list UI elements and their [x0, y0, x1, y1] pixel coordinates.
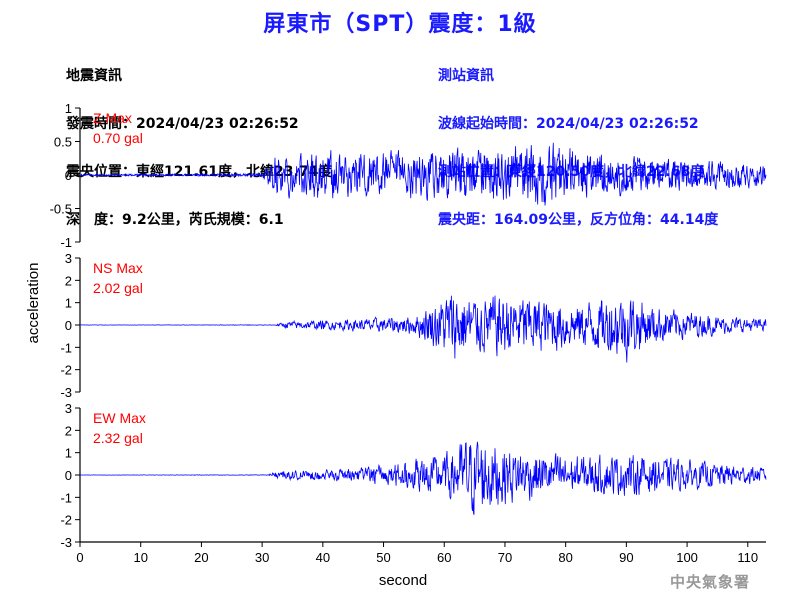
max-value-ns: 2.02 gal — [93, 280, 143, 296]
x-tick-label: 110 — [737, 550, 758, 565]
x-tick-label: 60 — [437, 550, 451, 565]
page-title: 屏東市（SPT）震度：1級 — [263, 12, 537, 37]
max-label-ns: NS Max — [93, 260, 143, 276]
x-tick-label: 80 — [558, 550, 572, 565]
agency-footer: 中央氣象署 — [669, 573, 750, 591]
y-tick-label: -1 — [60, 490, 72, 505]
y-tick-label: 0.5 — [54, 135, 72, 150]
y-tick-label: -1 — [60, 235, 72, 250]
y-tick-label: -2 — [60, 513, 72, 528]
max-value-z: 0.70 gal — [93, 130, 143, 146]
trace-ew — [79, 441, 767, 515]
station-distance: 震央距：164.09公里，反方位角：44.14度 — [438, 212, 719, 228]
quake-info-heading: 地震資訊 — [66, 68, 122, 84]
quake-epicenter: 震央位置：東經121.61度，北緯23.74度 — [66, 164, 333, 180]
x-tick-label: 40 — [316, 550, 330, 565]
x-axis-label: second — [379, 572, 427, 589]
x-tick-label: 70 — [498, 550, 512, 565]
max-label-ew: EW Max — [93, 410, 146, 426]
y-tick-label: 0 — [65, 468, 72, 483]
quake-depth-magnitude: 深 度：9.2公里，芮氏規模：6.1 — [66, 212, 284, 228]
x-tick-label: 100 — [676, 550, 698, 565]
max-value-ew: 2.32 gal — [93, 430, 143, 446]
station-wave-start: 波線起始時間：2024/04/23 02:26:52 — [438, 116, 699, 132]
x-tick-label: 10 — [133, 550, 147, 565]
y-tick-label: 1 — [65, 101, 72, 116]
y-tick-label: 3 — [65, 401, 72, 416]
trace-ns — [79, 295, 767, 363]
station-info-heading: 測站資訊 — [438, 68, 494, 84]
y-axis-label: acceleration — [25, 263, 42, 344]
y-tick-label: -1 — [60, 340, 72, 355]
y-tick-label: 3 — [65, 251, 72, 266]
quake-time: 發震時間：2024/04/23 02:26:52 — [66, 116, 299, 132]
x-tick-label: 0 — [76, 550, 83, 565]
x-tick-label: 50 — [376, 550, 390, 565]
y-tick-label: 0 — [65, 168, 72, 183]
quake-info-block: 地震資訊 發震時間：2024/04/23 02:26:52 震央位置：東經121… — [66, 36, 332, 260]
y-tick-label: 2 — [65, 423, 72, 438]
y-tick-label: 1 — [65, 446, 72, 461]
y-tick-label: -2 — [60, 363, 72, 378]
y-tick-label: -3 — [60, 385, 72, 400]
y-tick-label: 2 — [65, 273, 72, 288]
y-tick-label: 0 — [65, 318, 72, 333]
y-tick-label: 1 — [65, 296, 72, 311]
x-tick-label: 30 — [255, 550, 269, 565]
x-tick-label: 90 — [619, 550, 633, 565]
y-tick-label: -0.5 — [50, 202, 72, 217]
trace-z — [80, 142, 767, 206]
max-label-z: Z Max — [93, 110, 132, 126]
x-tick-label: 20 — [194, 550, 208, 565]
y-tick-label: -3 — [60, 535, 72, 550]
